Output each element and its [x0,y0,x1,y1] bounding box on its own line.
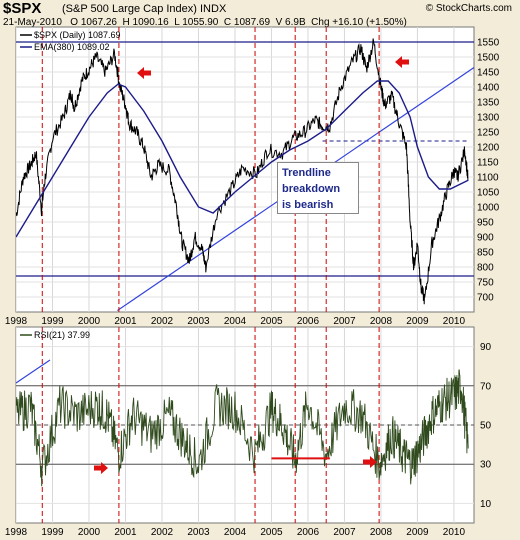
legend-price: $SPX (Daily) 1087.69 [34,30,121,40]
price-tick-label: 700 [477,293,494,304]
x-tick-label: 2006 [297,316,320,327]
red-arrow-icon [137,67,151,79]
x-tick-label: 2010 [443,527,466,538]
price-tick-label: 1050 [477,188,500,199]
x-tick-label: 2006 [297,527,320,538]
x-tick-label: 2007 [333,527,356,538]
x-tick-label: 2003 [187,316,210,327]
x-tick-label: 2007 [333,316,356,327]
x-tick-label: 2005 [260,316,283,327]
price-tick-label: 950 [477,218,494,229]
chart-quote-line: 21-May-2010 O 1067.26 H 1090.16 L 1055.9… [3,17,407,28]
legend-rsi: RSI(21) 37.99 [34,330,90,340]
x-tick-label: 2002 [151,527,174,538]
rsi-tick-label: 30 [480,460,492,471]
price-tick-label: 750 [477,278,494,289]
price-tick-label: 1200 [477,143,500,154]
x-tick-label: 2000 [78,527,101,538]
red-arrow-icon [363,456,377,468]
price-tick-label: 800 [477,263,494,274]
red-arrow-icon [395,56,409,68]
price-tick-label: 850 [477,248,494,259]
x-tick-label: 2003 [187,527,210,538]
price-tick-label: 1300 [477,113,500,124]
rsi-tick-label: 50 [480,421,492,432]
chart-symbol: $SPX [3,0,42,17]
price-tick-label: 1400 [477,83,500,94]
price-series-line [16,38,469,305]
chart-ohlc: O 1067.26 H 1090.16 L 1055.90 C 1087.69 … [70,17,407,28]
price-tick-label: 1000 [477,203,500,214]
chart-copyright: © StockCharts.com [425,3,512,14]
price-tick-label: 1500 [477,53,500,64]
annotation-line: breakdown [282,183,341,195]
x-tick-label: 1998 [5,527,28,538]
x-tick-label: 2004 [224,527,247,538]
price-tick-label: 1150 [477,158,499,169]
annotation-line: Trendline [282,167,331,179]
price-tick-label: 900 [477,233,494,244]
x-tick-label: 1999 [41,316,64,327]
red-arrow-icon [94,462,108,474]
x-tick-label: 2008 [370,527,393,538]
price-tick-label: 1250 [477,128,500,139]
x-tick-label: 2001 [114,527,137,538]
rsi-series-line [16,369,469,487]
x-tick-label: 2001 [114,316,137,327]
x-tick-label: 2009 [406,316,429,327]
rsi-tick-label: 90 [480,342,492,353]
price-tick-label: 1350 [477,98,500,109]
annotation-line: is bearish [282,199,334,211]
rsi-tick-label: 70 [480,381,492,392]
x-tick-label: 2009 [406,527,429,538]
x-tick-label: 2008 [370,316,393,327]
x-tick-label: 2005 [260,527,283,538]
x-tick-label: 2004 [224,316,247,327]
price-tick-label: 1100 [477,173,499,184]
chart-instrument-name: (S&P 500 Large Cap Index) INDX [62,3,227,15]
rsi-tick-label: 10 [480,499,492,510]
x-tick-label: 2002 [151,316,174,327]
x-tick-label: 2010 [443,316,466,327]
x-tick-label: 1999 [41,527,64,538]
ema-series-line [16,80,469,238]
trendline-continuation [16,359,51,384]
price-tick-label: 1550 [477,38,500,49]
chart-date: 21-May-2010 [3,17,62,28]
trendline-annotation: Trendline breakdown is bearish [277,162,359,214]
x-tick-label: 1998 [5,316,28,327]
price-tick-label: 1450 [477,68,500,79]
legend-ema: EMA(380) 1089.02 [34,42,110,52]
x-tick-label: 2000 [78,316,101,327]
